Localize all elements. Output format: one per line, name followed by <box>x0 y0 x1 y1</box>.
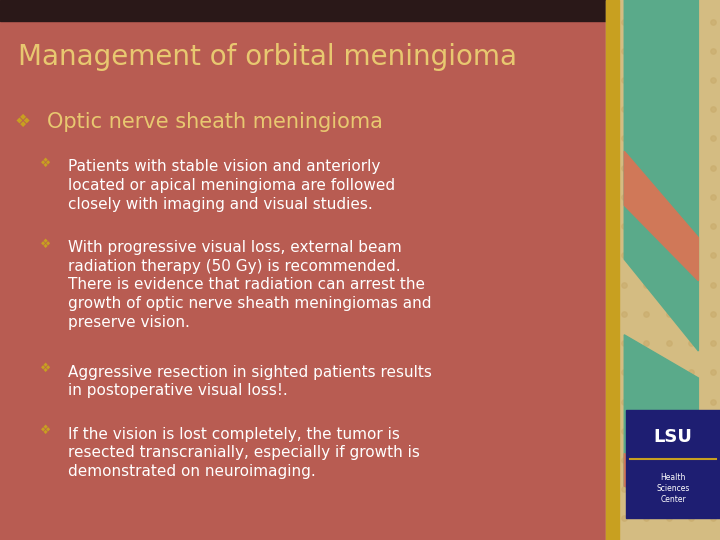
Text: Patients with stable vision and anteriorly
located or apical meningioma are foll: Patients with stable vision and anterior… <box>68 159 395 212</box>
Polygon shape <box>624 151 698 281</box>
Bar <box>606 0 619 540</box>
Text: Health
Sciences
Center: Health Sciences Center <box>657 472 690 504</box>
Text: ❖: ❖ <box>40 238 51 251</box>
Bar <box>0 0 720 21</box>
Polygon shape <box>624 0 698 351</box>
Text: ❖: ❖ <box>40 157 51 170</box>
Text: Aggressive resection in sighted patients results
in postoperative visual loss!.: Aggressive resection in sighted patients… <box>68 364 432 398</box>
Text: If the vision is lost completely, the tumor is
resected transcranially, especial: If the vision is lost completely, the tu… <box>68 427 420 479</box>
Text: With progressive visual loss, external beam
radiation therapy (50 Gy) is recomme: With progressive visual loss, external b… <box>68 240 432 330</box>
Text: ❖: ❖ <box>40 424 51 437</box>
Bar <box>606 0 720 540</box>
Text: Management of orbital meningioma: Management of orbital meningioma <box>18 43 517 71</box>
Text: ❖: ❖ <box>14 112 30 131</box>
Bar <box>626 410 720 518</box>
Polygon shape <box>624 335 698 513</box>
Text: Optic nerve sheath meningioma: Optic nerve sheath meningioma <box>47 111 382 132</box>
Polygon shape <box>624 454 698 513</box>
Text: LSU: LSU <box>654 428 693 447</box>
Text: ❖: ❖ <box>40 362 51 375</box>
